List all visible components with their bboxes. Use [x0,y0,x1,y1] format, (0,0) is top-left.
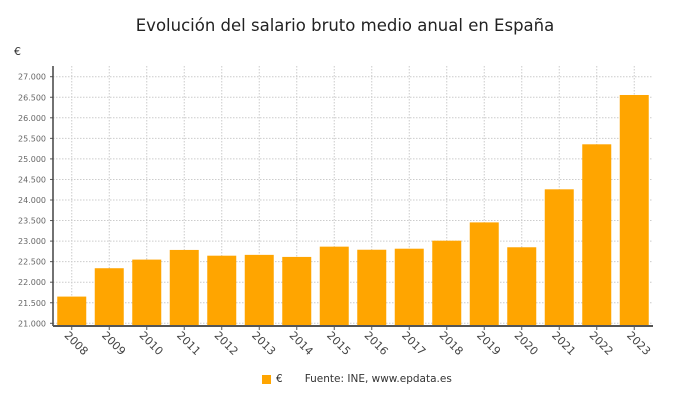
x-tick-label: 2011 [174,329,203,358]
x-tick-label: 2016 [362,329,391,358]
bar-2015 [319,246,349,326]
y-tick-label: 26.500 [18,93,46,102]
x-tick-label: 2022 [587,329,616,358]
bar-2008 [57,296,87,326]
y-axis-unit: € [14,45,21,58]
x-tick-label: 2017 [399,329,428,358]
y-tick-label: 25.000 [18,155,46,164]
source-note: Fuente: INE, www.epdata.es [304,373,452,385]
y-tick-label: 23.500 [18,217,46,226]
x-tick-label: 2019 [474,329,503,358]
x-tick-label: 2023 [624,329,653,358]
bar-2022 [582,144,612,326]
y-tick-label: 24.500 [18,175,46,184]
y-tick-label: 21.500 [18,299,46,308]
y-tick-label: 25.500 [18,134,46,143]
bar-2016 [357,249,387,326]
chart-title: Evolución del salario bruto medio anual … [135,16,555,35]
x-tick-label: 2020 [512,329,541,358]
x-tick-label: 2009 [99,329,128,358]
legend-swatch [262,374,271,384]
bar-2010 [132,259,162,326]
x-tick-label: 2008 [62,329,91,358]
bar-2021 [544,189,574,326]
bar-2019 [469,222,499,326]
y-tick-label: 23.000 [18,237,46,246]
legend: € Fuente: INE, www.epdata.es [262,373,452,385]
x-tick-label: 2014 [287,329,316,358]
x-tick-label: 2013 [249,329,278,358]
bar-2012 [207,255,237,326]
bar-2023 [619,94,649,326]
x-tick-label: 2012 [212,329,241,358]
bar-2014 [282,256,312,326]
y-tick-label: 27.000 [18,73,46,82]
y-tick-label: 26.000 [18,114,46,123]
bar-2009 [94,268,124,326]
bar-2020 [507,247,537,326]
y-tick-label: 22.500 [18,258,46,267]
x-tick-label: 2021 [549,329,578,358]
y-tick-label: 24.000 [18,196,46,205]
x-tick-label: 2015 [324,329,353,358]
y-tick-label: 22.000 [18,278,46,287]
x-tick-label: 2018 [437,329,466,358]
bar-2018 [432,240,462,326]
legend-label: € [276,373,283,385]
bar-2017 [394,248,424,326]
bar-2013 [244,254,274,326]
x-tick-label: 2010 [137,329,166,358]
bar-2011 [169,249,199,326]
y-tick-label: 21.000 [18,319,46,328]
